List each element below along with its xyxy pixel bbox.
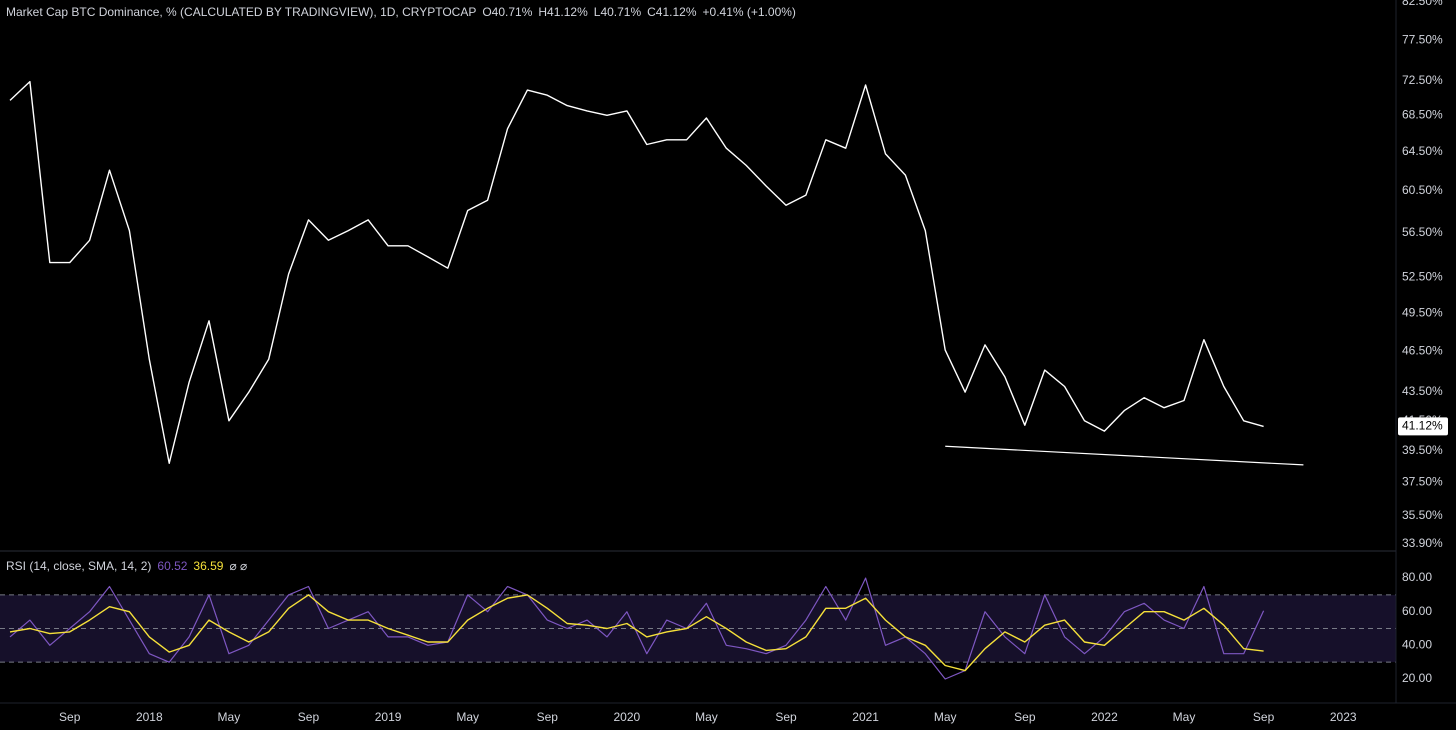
x-tick-label: May: [456, 710, 479, 724]
y-tick-label: 37.50%: [1402, 475, 1443, 489]
price-line: [9, 80, 1264, 464]
x-tick-label: 2023: [1330, 710, 1357, 724]
last-price-label: 41.12%: [1402, 419, 1443, 433]
y-tick-label: 40.00: [1402, 638, 1432, 652]
x-tick-label: 2021: [852, 710, 879, 724]
x-tick-label: Sep: [1253, 710, 1275, 724]
y-tick-label: 46.50%: [1402, 344, 1443, 358]
y-tick-label: 35.50%: [1402, 508, 1443, 522]
x-tick-label: Sep: [775, 710, 797, 724]
y-tick-label: 60.50%: [1402, 183, 1443, 197]
main-header: Market Cap BTC Dominance, % (CALCULATED …: [6, 5, 796, 19]
y-tick-label: 33.90%: [1402, 536, 1443, 550]
header-icons: ⌀ ⌀: [229, 559, 247, 573]
y-tick-label: 64.50%: [1402, 144, 1443, 158]
stat: H41.12%: [538, 5, 588, 19]
stat: O40.71%: [482, 5, 532, 19]
rsi-title: RSI (14, close, SMA, 14, 2): [6, 559, 151, 573]
y-tick-label: 39.50%: [1402, 443, 1443, 457]
series-line: [9, 594, 1264, 672]
y-tick-label: 77.50%: [1402, 32, 1443, 46]
x-tick-label: 2019: [375, 710, 402, 724]
y-tick-label: 60.00: [1402, 604, 1432, 618]
trendline: [945, 445, 1304, 466]
x-tick-label: May: [218, 710, 241, 724]
stat: C41.12%: [647, 5, 697, 19]
x-tick-label: May: [934, 710, 957, 724]
y-tick-label: 43.50%: [1402, 384, 1443, 398]
y-tick-label: 80.00: [1402, 570, 1432, 584]
chart-title: Market Cap BTC Dominance, % (CALCULATED …: [6, 5, 476, 19]
stat: L40.71%: [594, 5, 642, 19]
rsi-header: RSI (14, close, SMA, 14, 2) 60.52 36.59 ⌀ ⌀: [6, 559, 247, 573]
x-tick-label: Sep: [298, 710, 320, 724]
x-tick-label: 2020: [614, 710, 641, 724]
y-tick-label: 68.50%: [1402, 108, 1443, 122]
series-line: [9, 577, 1265, 680]
y-tick-label: 20.00: [1402, 671, 1432, 685]
x-tick-label: Sep: [1014, 710, 1036, 724]
y-tick-label: 52.50%: [1402, 270, 1443, 284]
x-tick-label: 2022: [1091, 710, 1118, 724]
y-tick-label: 56.50%: [1402, 225, 1443, 239]
x-tick-label: 2018: [136, 710, 163, 724]
y-tick-label: 82.50%: [1402, 0, 1443, 8]
x-tick-label: May: [695, 710, 718, 724]
rsi-value: 60.52: [157, 559, 187, 573]
y-tick-label: 72.50%: [1402, 73, 1443, 87]
x-tick-label: Sep: [537, 710, 559, 724]
last-price-box: [1398, 417, 1448, 436]
y-tick-label: 49.50%: [1402, 305, 1443, 319]
stat: +0.41% (+1.00%): [703, 5, 796, 19]
x-tick-label: Sep: [59, 710, 81, 724]
x-tick-label: May: [1173, 710, 1196, 724]
sma-value: 36.59: [193, 559, 223, 573]
